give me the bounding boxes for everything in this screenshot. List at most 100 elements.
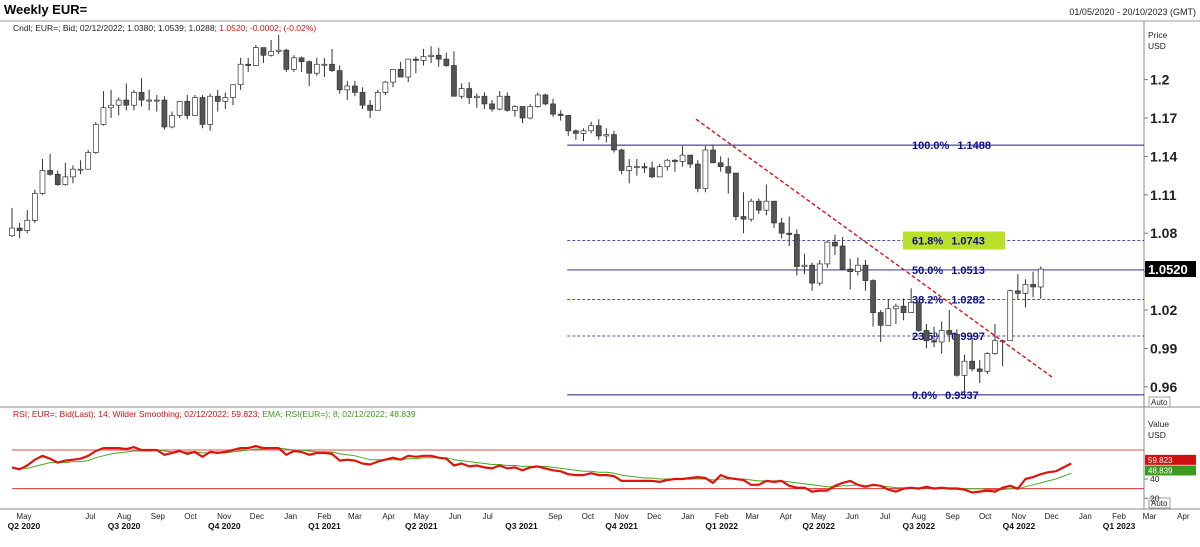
candle-body xyxy=(176,101,183,116)
candle-body xyxy=(847,268,854,272)
quarter-label: Q2 2022 xyxy=(802,521,835,531)
candle-body xyxy=(420,56,427,61)
month-label: Jan xyxy=(284,512,297,521)
candle-body xyxy=(565,115,572,132)
quarter-label: Q4 2022 xyxy=(1003,521,1036,531)
main-legend-change: ; -0.0002; (-0.02%) xyxy=(245,23,316,33)
candle-body xyxy=(451,65,457,97)
candle-body xyxy=(283,49,290,70)
price-auto-button[interactable] xyxy=(1148,396,1171,408)
month-label: Oct xyxy=(184,512,197,521)
candle-body xyxy=(184,101,191,116)
candle-body xyxy=(984,353,991,372)
month-label: Apr xyxy=(780,512,793,521)
month-label: Jul xyxy=(85,512,95,521)
candle-body xyxy=(504,95,511,111)
candle-body xyxy=(908,301,915,313)
month-label: Apr xyxy=(1177,512,1190,521)
candle-body xyxy=(687,154,694,165)
candle-body xyxy=(108,104,114,109)
candle-body xyxy=(969,360,975,370)
candle-body xyxy=(915,301,922,331)
candle-body xyxy=(237,63,244,86)
candle-body xyxy=(641,166,648,169)
main-legend: Cndl; EUR=; Bid; 02/12/2022; 1.0380; 1.0… xyxy=(13,23,316,33)
candle-body xyxy=(710,149,716,164)
candle-body xyxy=(633,166,640,168)
candle-body xyxy=(443,58,450,66)
month-label: Dec xyxy=(250,512,264,521)
candle-body xyxy=(1022,284,1029,294)
candle-body xyxy=(275,49,282,52)
candle-body xyxy=(656,166,663,178)
chart-title: Weekly EUR= xyxy=(4,2,88,17)
candle-body xyxy=(786,232,793,235)
candle-body xyxy=(85,152,92,170)
candle-body xyxy=(77,168,84,171)
candle-body xyxy=(542,94,549,105)
candle-body xyxy=(100,107,107,125)
candle-body xyxy=(649,167,655,178)
candle-body xyxy=(54,173,61,185)
month-label: Feb xyxy=(318,512,332,521)
candle-body xyxy=(603,134,610,137)
candle-body xyxy=(169,115,175,128)
candle-body xyxy=(131,92,137,106)
candle-body xyxy=(961,360,968,376)
ema-line xyxy=(11,447,1072,491)
main-legend-prefix: Cndl; EUR=; Bid; 02/12/2022; 1.0380; 1.0… xyxy=(13,23,219,33)
quarter-label: Q1 2022 xyxy=(705,521,738,531)
month-label: Jan xyxy=(682,512,695,521)
quarter-label: Q3 2022 xyxy=(902,521,935,531)
date-range: 01/05/2020 - 20/10/2023 (GMT) xyxy=(1069,7,1196,17)
last-price-label: 1.0520 xyxy=(1148,262,1188,277)
rsi-value-label: 59.823 xyxy=(1148,456,1173,465)
month-label: Oct xyxy=(582,512,595,521)
candle-body xyxy=(534,94,541,107)
month-label: Feb xyxy=(1112,512,1126,521)
rsi-auto-label: Auto xyxy=(1151,499,1168,508)
candle-body xyxy=(481,95,488,105)
quarter-label: Q1 2023 xyxy=(1103,521,1136,531)
price-tick-label: 1.2 xyxy=(1150,72,1170,88)
candle-body xyxy=(374,92,381,111)
candle-body xyxy=(161,99,168,128)
rsi-auto-button[interactable] xyxy=(1148,497,1171,509)
candle-body xyxy=(1007,290,1014,342)
candle-body xyxy=(466,88,473,98)
month-label: Jun xyxy=(449,512,462,521)
candle-body xyxy=(672,159,678,162)
month-label: Dec xyxy=(1044,512,1058,521)
month-label: Sep xyxy=(548,512,563,521)
month-label: Sep xyxy=(945,512,960,521)
fib-label: 38.2% 1.0282 xyxy=(912,295,985,307)
candle-body xyxy=(192,97,198,116)
month-label: Mar xyxy=(745,512,759,521)
month-label: Aug xyxy=(117,512,131,521)
price-axis-unit: USD xyxy=(1148,41,1166,51)
price-tick-label: 1.14 xyxy=(1150,148,1177,164)
candle-body xyxy=(92,124,99,153)
candle-body xyxy=(207,95,213,125)
candle-body xyxy=(336,70,343,91)
month-label: Jun xyxy=(846,512,859,521)
quarter-label: Q2 2021 xyxy=(405,521,438,531)
candle-body xyxy=(70,168,76,178)
candle-body xyxy=(1037,268,1044,288)
candle-body xyxy=(702,149,709,189)
price-tick-label: 1.08 xyxy=(1150,225,1177,241)
candle-body xyxy=(824,241,831,265)
quarter-label: Q3 2021 xyxy=(505,521,538,531)
candle-body xyxy=(992,340,998,354)
rsi-value-tag xyxy=(1145,454,1196,465)
candle-body xyxy=(694,163,701,189)
candle-body xyxy=(9,227,15,237)
candle-body xyxy=(778,222,785,234)
candle-body xyxy=(153,99,160,102)
quarter-label: Q4 2020 xyxy=(208,521,241,531)
month-label: Jan xyxy=(1079,512,1092,521)
month-label: Nov xyxy=(1012,512,1026,521)
candle-body xyxy=(519,106,526,119)
candle-body xyxy=(839,245,846,270)
